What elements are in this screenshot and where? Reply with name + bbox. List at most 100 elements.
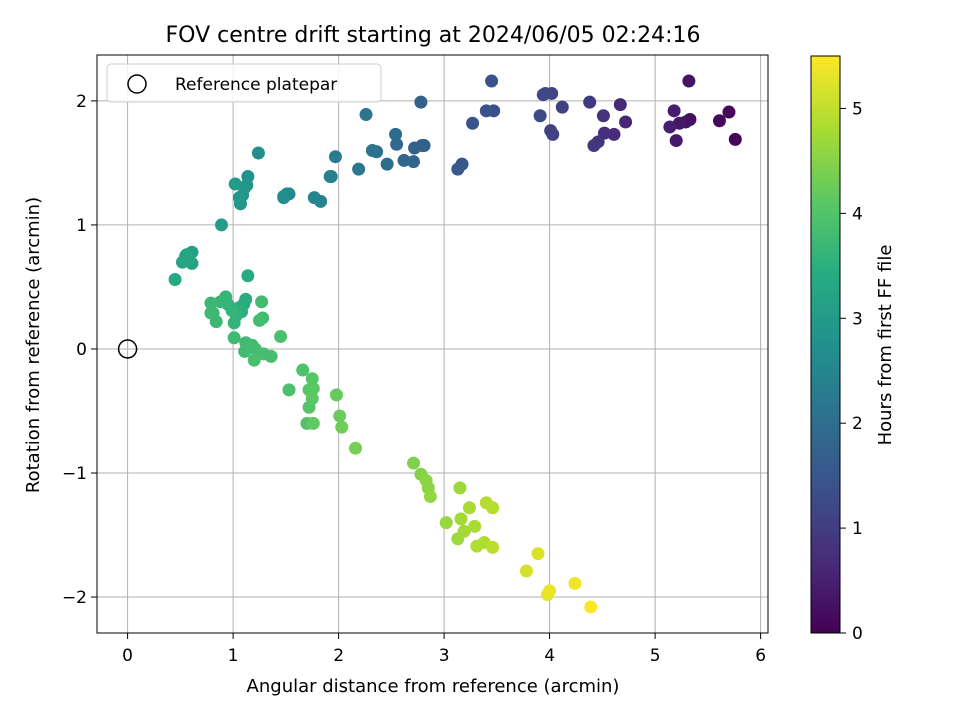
colorbar-tick-label: 5 bbox=[852, 99, 863, 119]
data-point bbox=[241, 269, 255, 283]
data-point bbox=[519, 564, 533, 578]
x-tick-label: 0 bbox=[122, 646, 133, 666]
data-point bbox=[536, 88, 550, 102]
data-point bbox=[462, 501, 476, 515]
y-tick-label: −2 bbox=[62, 588, 87, 608]
data-point bbox=[329, 388, 343, 402]
scatter-points bbox=[168, 74, 742, 614]
data-point bbox=[408, 141, 422, 155]
data-point bbox=[397, 153, 411, 167]
data-point bbox=[479, 104, 493, 118]
y-tick-label: −1 bbox=[62, 464, 87, 484]
data-point bbox=[587, 139, 601, 153]
data-point bbox=[543, 584, 557, 598]
data-point bbox=[546, 127, 560, 141]
data-point bbox=[282, 383, 296, 397]
y-tick-label: 1 bbox=[76, 216, 87, 236]
colorbar-label: Hours from first FF file bbox=[875, 245, 896, 446]
data-point bbox=[255, 295, 269, 309]
data-point bbox=[227, 331, 241, 345]
colorbar-tick-label: 4 bbox=[852, 204, 863, 224]
data-point bbox=[722, 105, 736, 119]
data-point bbox=[728, 132, 742, 146]
colorbar-tick-label: 2 bbox=[852, 414, 863, 434]
data-point bbox=[583, 95, 597, 109]
data-point bbox=[619, 115, 633, 129]
data-point bbox=[682, 74, 696, 88]
data-point bbox=[596, 109, 610, 123]
colorbar-tick-label: 3 bbox=[852, 309, 863, 329]
data-point bbox=[228, 177, 242, 191]
data-point bbox=[407, 155, 421, 169]
x-tick-label: 3 bbox=[439, 646, 450, 666]
data-point bbox=[439, 516, 453, 530]
x-tick-label: 5 bbox=[650, 646, 661, 666]
legend-marker bbox=[127, 74, 147, 94]
x-tick-label: 1 bbox=[228, 646, 239, 666]
data-point bbox=[390, 137, 404, 151]
data-point bbox=[667, 104, 681, 118]
data-point bbox=[323, 170, 337, 184]
data-point bbox=[607, 127, 621, 141]
data-point bbox=[277, 191, 291, 205]
data-point bbox=[389, 127, 403, 141]
data-point bbox=[468, 519, 482, 533]
data-point bbox=[305, 392, 319, 406]
data-point bbox=[296, 363, 310, 377]
y-axis-ticks: −2 −1 0 1 2 bbox=[62, 92, 97, 608]
data-point bbox=[214, 218, 228, 232]
data-point bbox=[306, 382, 320, 396]
colorbar-tick-label: 0 bbox=[852, 624, 863, 644]
data-point bbox=[213, 295, 227, 309]
data-point bbox=[306, 416, 320, 430]
x-tick-label: 4 bbox=[544, 646, 555, 666]
grid bbox=[97, 55, 768, 633]
data-point bbox=[264, 349, 278, 363]
data-point bbox=[204, 306, 218, 320]
colorbar bbox=[810, 55, 841, 634]
data-point bbox=[328, 150, 342, 164]
data-point bbox=[380, 157, 394, 171]
data-point bbox=[457, 524, 471, 538]
data-point bbox=[168, 273, 182, 287]
data-point bbox=[466, 116, 480, 130]
data-point bbox=[486, 540, 500, 554]
legend: Reference platepar bbox=[106, 63, 382, 103]
data-point bbox=[712, 114, 726, 128]
data-point bbox=[613, 98, 627, 112]
data-point bbox=[663, 120, 677, 134]
reference-marker bbox=[117, 339, 138, 359]
data-point bbox=[365, 144, 379, 158]
data-point bbox=[486, 501, 500, 515]
data-point bbox=[453, 481, 467, 495]
data-point bbox=[568, 576, 582, 590]
legend-box bbox=[106, 63, 382, 103]
x-axis-ticks: 0 1 2 3 4 5 6 bbox=[122, 633, 766, 666]
data-point bbox=[247, 353, 261, 367]
data-point bbox=[451, 162, 465, 176]
plot-frame bbox=[96, 54, 769, 634]
data-point bbox=[333, 409, 347, 423]
chart-title: FOV centre drift starting at 2024/06/05 … bbox=[166, 23, 701, 48]
data-point bbox=[531, 547, 545, 561]
data-point bbox=[227, 316, 241, 330]
colorbar-ticks: 0 1 2 3 4 5 bbox=[840, 99, 863, 644]
data-point bbox=[414, 95, 428, 109]
y-axis-label: Rotation from reference (arcmin) bbox=[23, 197, 44, 493]
data-point bbox=[175, 255, 189, 269]
data-point bbox=[407, 456, 421, 470]
data-point bbox=[307, 191, 321, 205]
data-point bbox=[533, 109, 547, 123]
data-point bbox=[348, 441, 362, 455]
data-point bbox=[335, 420, 349, 434]
data-point bbox=[251, 146, 265, 160]
data-point bbox=[669, 134, 683, 148]
data-point bbox=[555, 100, 569, 114]
data-point bbox=[359, 108, 373, 122]
y-tick-label: 0 bbox=[76, 340, 87, 360]
x-tick-label: 2 bbox=[333, 646, 344, 666]
legend-label: Reference platepar bbox=[175, 75, 337, 95]
data-point bbox=[423, 490, 437, 504]
data-point bbox=[204, 296, 218, 310]
data-point bbox=[232, 191, 246, 205]
